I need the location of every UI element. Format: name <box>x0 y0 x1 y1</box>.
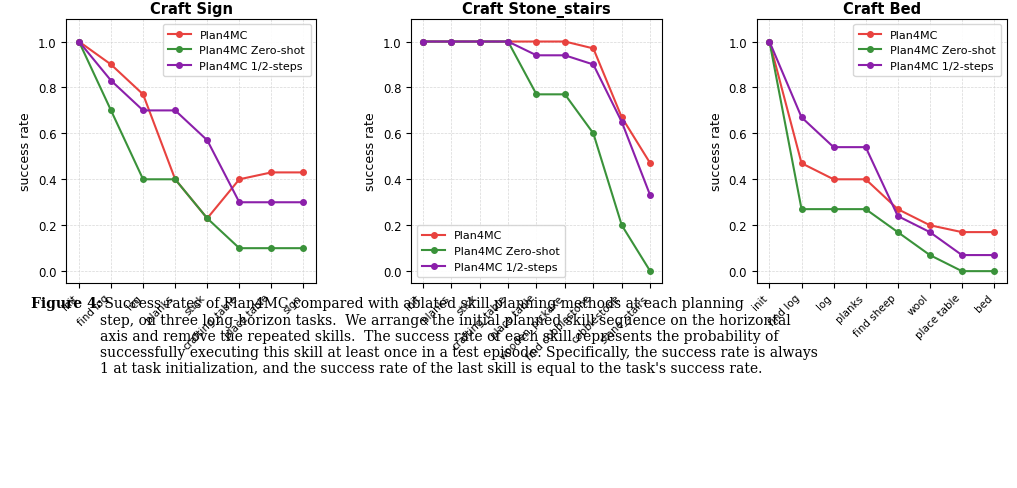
Plan4MC 1/2-steps <box>502 40 515 45</box>
Line: Plan4MC Zero-shot: Plan4MC Zero-shot <box>767 40 997 274</box>
Plan4MC 1/2-steps <box>445 40 458 45</box>
Plan4MC Zero-shot <box>764 40 776 45</box>
Plan4MC 1/2-steps <box>137 108 149 114</box>
Plan4MC 1/2-steps <box>201 138 214 144</box>
Title: Craft Sign: Craft Sign <box>149 2 233 17</box>
Plan4MC <box>859 177 872 183</box>
Plan4MC Zero-shot <box>297 246 309 252</box>
Plan4MC <box>644 161 656 167</box>
Plan4MC Zero-shot <box>502 40 515 45</box>
Y-axis label: success rate: success rate <box>364 112 377 190</box>
Plan4MC 1/2-steps <box>859 145 872 151</box>
Plan4MC 1/2-steps <box>417 40 429 45</box>
Plan4MC <box>587 46 599 52</box>
Plan4MC <box>265 170 278 176</box>
Plan4MC 1/2-steps <box>956 253 968 259</box>
Plan4MC 1/2-steps <box>587 62 599 68</box>
Plan4MC <box>169 177 181 183</box>
Plan4MC 1/2-steps <box>644 193 656 199</box>
Plan4MC 1/2-steps <box>169 108 181 114</box>
Plan4MC Zero-shot <box>923 253 936 259</box>
Line: Plan4MC: Plan4MC <box>767 40 997 235</box>
Title: Craft Stone_stairs: Craft Stone_stairs <box>462 2 611 18</box>
Plan4MC 1/2-steps <box>558 53 571 59</box>
Plan4MC Zero-shot <box>558 92 571 98</box>
Plan4MC Zero-shot <box>169 177 181 183</box>
Plan4MC Zero-shot <box>615 223 627 229</box>
Plan4MC <box>795 161 807 167</box>
Plan4MC Zero-shot <box>587 131 599 137</box>
Legend: Plan4MC, Plan4MC Zero-shot, Plan4MC 1/2-steps: Plan4MC, Plan4MC Zero-shot, Plan4MC 1/2-… <box>163 25 311 77</box>
Plan4MC <box>558 40 571 45</box>
Plan4MC 1/2-steps <box>828 145 840 151</box>
Plan4MC <box>233 177 245 183</box>
Text: Success rates of Plan4MC compared with ablated skill planning methods at each pl: Success rates of Plan4MC compared with a… <box>100 297 818 375</box>
Plan4MC Zero-shot <box>474 40 486 45</box>
Plan4MC <box>828 177 840 183</box>
Plan4MC <box>73 40 85 45</box>
Plan4MC 1/2-steps <box>923 230 936 236</box>
Plan4MC Zero-shot <box>644 269 656 275</box>
Line: Plan4MC 1/2-steps: Plan4MC 1/2-steps <box>76 40 306 205</box>
Line: Plan4MC: Plan4MC <box>76 40 306 222</box>
Plan4MC Zero-shot <box>531 92 543 98</box>
Plan4MC Zero-shot <box>795 207 807 213</box>
Plan4MC 1/2-steps <box>988 253 1000 259</box>
Plan4MC 1/2-steps <box>233 200 245 206</box>
Plan4MC 1/2-steps <box>105 79 117 84</box>
Line: Plan4MC 1/2-steps: Plan4MC 1/2-steps <box>767 40 997 258</box>
Plan4MC <box>764 40 776 45</box>
Plan4MC <box>923 223 936 229</box>
Plan4MC 1/2-steps <box>795 115 807 121</box>
Plan4MC Zero-shot <box>233 246 245 252</box>
Plan4MC 1/2-steps <box>892 214 904 220</box>
Plan4MC Zero-shot <box>201 216 214 222</box>
Plan4MC Zero-shot <box>73 40 85 45</box>
Plan4MC 1/2-steps <box>73 40 85 45</box>
Plan4MC <box>297 170 309 176</box>
Plan4MC <box>137 92 149 98</box>
Legend: Plan4MC, Plan4MC Zero-shot, Plan4MC 1/2-steps: Plan4MC, Plan4MC Zero-shot, Plan4MC 1/2-… <box>417 225 564 278</box>
Plan4MC <box>615 115 627 121</box>
Y-axis label: success rate: success rate <box>19 112 33 190</box>
Plan4MC Zero-shot <box>445 40 458 45</box>
Line: Plan4MC 1/2-steps: Plan4MC 1/2-steps <box>420 40 653 199</box>
Plan4MC <box>445 40 458 45</box>
Plan4MC <box>201 216 214 222</box>
Plan4MC Zero-shot <box>988 269 1000 275</box>
Line: Plan4MC: Plan4MC <box>420 40 653 167</box>
Plan4MC 1/2-steps <box>297 200 309 206</box>
Plan4MC Zero-shot <box>892 230 904 236</box>
Legend: Plan4MC, Plan4MC Zero-shot, Plan4MC 1/2-steps: Plan4MC, Plan4MC Zero-shot, Plan4MC 1/2-… <box>853 25 1002 77</box>
Plan4MC <box>474 40 486 45</box>
Plan4MC 1/2-steps <box>615 120 627 125</box>
Plan4MC Zero-shot <box>956 269 968 275</box>
Line: Plan4MC Zero-shot: Plan4MC Zero-shot <box>420 40 653 274</box>
Plan4MC Zero-shot <box>828 207 840 213</box>
Y-axis label: success rate: success rate <box>710 112 723 190</box>
Plan4MC 1/2-steps <box>474 40 486 45</box>
Line: Plan4MC Zero-shot: Plan4MC Zero-shot <box>76 40 306 251</box>
Plan4MC 1/2-steps <box>764 40 776 45</box>
Plan4MC <box>531 40 543 45</box>
Plan4MC <box>892 207 904 213</box>
Plan4MC Zero-shot <box>265 246 278 252</box>
Plan4MC Zero-shot <box>859 207 872 213</box>
Plan4MC Zero-shot <box>137 177 149 183</box>
Plan4MC <box>988 230 1000 236</box>
Plan4MC <box>417 40 429 45</box>
Plan4MC 1/2-steps <box>265 200 278 206</box>
Plan4MC Zero-shot <box>417 40 429 45</box>
Text: Figure 4:: Figure 4: <box>31 297 102 311</box>
Plan4MC <box>956 230 968 236</box>
Plan4MC <box>105 62 117 68</box>
Plan4MC 1/2-steps <box>531 53 543 59</box>
Plan4MC <box>502 40 515 45</box>
Title: Craft Bed: Craft Bed <box>843 2 920 17</box>
Plan4MC Zero-shot <box>105 108 117 114</box>
